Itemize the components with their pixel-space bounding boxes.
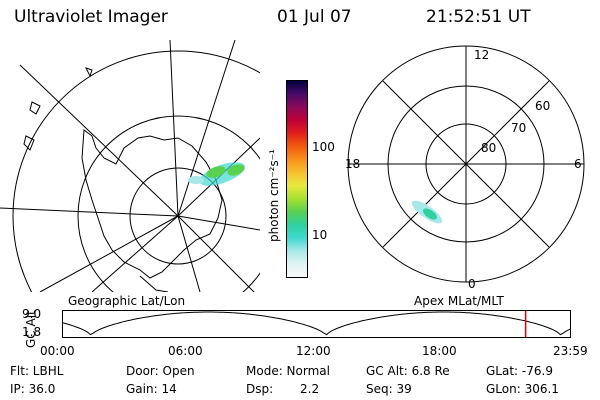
aurora-emission [188, 162, 245, 186]
info-gain: Gain: 14 [126, 382, 177, 396]
info-ip: IP: 36.0 [10, 382, 56, 396]
info-dsp-label: Dsp: [246, 382, 274, 396]
mlt-label-0: 0 [468, 277, 476, 291]
info-glat: GLat: -76.9 [486, 364, 553, 378]
mlt-label-6: 6 [574, 157, 582, 171]
colorbar-unit-label: photon cm⁻²s⁻¹ [267, 149, 281, 242]
altitude-ytick-max: 9.0 [22, 307, 42, 321]
lat-label-60: 60 [535, 99, 550, 113]
info-dsp-value: 2.2 [300, 382, 320, 396]
info-flt: Flt: LBHL [10, 364, 64, 378]
geographic-label: Geographic Lat/Lon [68, 294, 186, 308]
altitude-xtick-2359: 23:59 [553, 344, 588, 358]
altitude-xtick-0600: 06:00 [168, 344, 203, 358]
altitude-xtick-0000: 00:00 [40, 344, 75, 358]
altitude-xtick-1200: 12:00 [296, 344, 331, 358]
apex-label: Apex MLat/MLT [414, 294, 504, 308]
info-seq: Seq: 39 [366, 382, 412, 396]
geographic-map [0, 40, 260, 292]
app-title: Ultraviolet Imager [14, 7, 168, 27]
mlt-label-18: 18 [345, 157, 360, 171]
altitude-xtick-1800: 18:00 [422, 344, 457, 358]
info-gcalt: GC Alt: 6.8 Re [366, 364, 450, 378]
date-label: 01 Jul 07 [277, 7, 352, 27]
info-mode: Mode: Normal [246, 364, 330, 378]
altitude-ytick-min: 1.8 [22, 325, 42, 339]
altitude-plot [62, 310, 571, 338]
colorbar [286, 80, 308, 278]
polar-mlt-map: 12 18 6 0 60 70 80 [345, 45, 585, 291]
colorbar-tick-10: 10 [312, 228, 328, 242]
aurora-emission-polar [411, 200, 443, 224]
lat-label-80: 80 [481, 141, 496, 155]
mlt-label-12: 12 [474, 48, 489, 62]
lat-label-70: 70 [511, 121, 526, 135]
info-door: Door: Open [126, 364, 195, 378]
time-label: 21:52:51 UT [426, 7, 531, 27]
colorbar-tick-100: 100 [312, 140, 335, 154]
info-glon: GLon: 306.1 [486, 382, 559, 396]
